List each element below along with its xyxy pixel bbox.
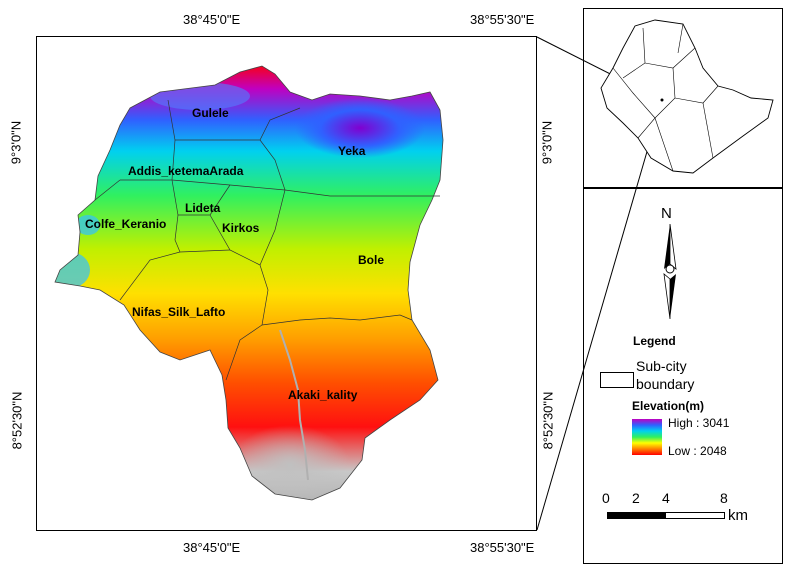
elevation-title: Elevation(m) [632,399,705,413]
scale-unit: km [728,507,748,524]
scale-tick-8: 8 [720,490,728,506]
legend-panel-frame [583,188,783,564]
scale-tick-0: 0 [602,490,610,506]
label-bole: Bole [358,253,384,267]
coord-top-right: 38°55'30"E [470,12,535,27]
north-arrow-icon [663,224,677,320]
inset-map-frame [583,8,783,188]
legend-title: Legend [633,334,676,348]
coord-top-left: 38°45'0"E [183,12,241,27]
label-lideta: Lideta [185,201,221,215]
label-colfe-keranio: Colfe_Keranio [85,217,166,231]
subcity-boundaries [94,99,440,381]
label-addis-ketema-arada: Addis_ketemaArada [128,164,244,178]
coord-bottom-left: 38°45'0"E [183,540,241,555]
ethiopia-inset-map [600,19,774,174]
elevation-ramp [632,419,662,455]
boundary-label-1: Sub-city [636,358,687,374]
scale-tick-4: 4 [662,490,670,506]
label-gulele: Gulele [192,106,229,120]
city-boundary [54,65,444,501]
label-akaki-kality: Akaki_kality [288,388,358,402]
boundary-label-2: boundary [636,376,695,392]
label-yeka: Yeka [338,144,366,158]
north-arrow-label: N [661,205,672,222]
coord-bottom-right: 38°55'30"E [470,540,535,555]
main-map-frame [36,36,537,531]
label-nifas-silk-lafto: Nifas_Silk_Lafto [132,305,225,319]
elevation-high: High : 3041 [668,416,730,430]
elevation-low: Low : 2048 [668,444,727,458]
label-kirkos: Kirkos [222,221,260,235]
boundary-swatch [600,372,634,388]
scale-bar [607,512,725,519]
scale-tick-2: 2 [632,490,640,506]
